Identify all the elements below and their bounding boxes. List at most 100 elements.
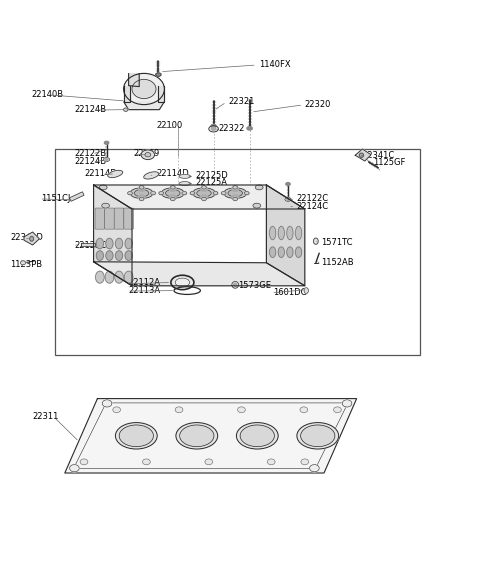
Text: 1601DG: 1601DG [273, 288, 307, 297]
Ellipse shape [278, 247, 284, 257]
Text: 1571TC: 1571TC [321, 238, 352, 247]
Ellipse shape [238, 407, 245, 413]
Text: 22322: 22322 [218, 124, 245, 133]
Ellipse shape [116, 423, 157, 449]
Ellipse shape [115, 238, 122, 249]
FancyBboxPatch shape [124, 208, 133, 229]
Bar [70, 192, 84, 201]
Polygon shape [94, 185, 305, 209]
FancyBboxPatch shape [95, 208, 105, 229]
Ellipse shape [190, 192, 195, 195]
Text: 1151CJ: 1151CJ [41, 194, 70, 203]
Text: 1140FX: 1140FX [259, 60, 291, 69]
Ellipse shape [145, 153, 151, 157]
Ellipse shape [106, 158, 108, 161]
Ellipse shape [253, 203, 261, 208]
Ellipse shape [267, 459, 275, 465]
Ellipse shape [310, 465, 319, 472]
Ellipse shape [233, 185, 238, 189]
Ellipse shape [143, 459, 150, 465]
Ellipse shape [301, 459, 309, 465]
Ellipse shape [270, 247, 276, 257]
Ellipse shape [125, 238, 132, 249]
Ellipse shape [159, 192, 164, 195]
Text: 22320: 22320 [305, 100, 331, 109]
Text: 22114D: 22114D [84, 170, 117, 179]
Ellipse shape [247, 126, 252, 130]
Text: 22125A: 22125A [196, 178, 228, 187]
Ellipse shape [300, 425, 335, 447]
Ellipse shape [179, 174, 191, 178]
Ellipse shape [287, 226, 293, 240]
Ellipse shape [175, 278, 190, 287]
Ellipse shape [287, 198, 289, 201]
Polygon shape [266, 185, 305, 286]
Ellipse shape [169, 187, 176, 191]
Ellipse shape [151, 192, 156, 195]
Text: 22321: 22321 [228, 97, 254, 106]
Ellipse shape [209, 126, 218, 132]
Text: 22114D: 22114D [156, 170, 189, 179]
Text: 22341C: 22341C [362, 151, 395, 160]
Ellipse shape [20, 261, 26, 265]
Ellipse shape [359, 153, 364, 157]
Ellipse shape [342, 400, 352, 407]
Ellipse shape [237, 423, 278, 449]
Ellipse shape [156, 73, 161, 76]
Ellipse shape [285, 197, 291, 201]
Ellipse shape [124, 271, 133, 283]
Ellipse shape [102, 203, 109, 208]
Ellipse shape [113, 407, 120, 413]
Ellipse shape [205, 459, 213, 465]
Text: 22125D: 22125D [196, 171, 228, 180]
Ellipse shape [124, 74, 164, 105]
Ellipse shape [132, 79, 156, 98]
Ellipse shape [240, 425, 275, 447]
Polygon shape [355, 149, 371, 161]
Polygon shape [124, 85, 130, 102]
Ellipse shape [197, 189, 211, 197]
Text: 22129: 22129 [133, 149, 160, 158]
Ellipse shape [286, 183, 290, 185]
Text: 1152AB: 1152AB [321, 259, 353, 268]
Ellipse shape [125, 251, 132, 260]
Ellipse shape [128, 192, 132, 195]
FancyBboxPatch shape [105, 208, 114, 229]
Ellipse shape [130, 188, 153, 198]
Ellipse shape [115, 271, 123, 283]
Ellipse shape [138, 187, 145, 191]
Ellipse shape [192, 188, 216, 198]
FancyBboxPatch shape [114, 208, 124, 229]
Ellipse shape [105, 271, 114, 283]
Text: 22112A: 22112A [129, 278, 161, 287]
Text: 1573GE: 1573GE [238, 281, 271, 290]
Ellipse shape [255, 185, 263, 190]
Ellipse shape [201, 195, 207, 199]
Ellipse shape [304, 288, 309, 293]
Polygon shape [24, 232, 39, 245]
Ellipse shape [234, 283, 237, 286]
Ellipse shape [221, 192, 226, 195]
Ellipse shape [297, 423, 339, 449]
Text: 22311: 22311 [33, 412, 59, 421]
Ellipse shape [70, 465, 79, 472]
Ellipse shape [182, 192, 187, 195]
Ellipse shape [104, 157, 109, 161]
Ellipse shape [213, 192, 218, 195]
Ellipse shape [334, 407, 341, 413]
Ellipse shape [228, 189, 242, 197]
Ellipse shape [30, 237, 34, 241]
Ellipse shape [270, 226, 276, 240]
Ellipse shape [179, 182, 191, 185]
Ellipse shape [313, 238, 318, 244]
Text: 1123PB: 1123PB [11, 260, 43, 269]
Ellipse shape [144, 172, 159, 179]
Ellipse shape [106, 251, 113, 260]
Ellipse shape [180, 425, 214, 447]
Ellipse shape [211, 128, 216, 130]
Ellipse shape [202, 185, 206, 189]
Ellipse shape [278, 226, 284, 240]
Ellipse shape [295, 226, 301, 240]
Ellipse shape [96, 238, 103, 249]
Text: 22113A: 22113A [129, 286, 161, 295]
